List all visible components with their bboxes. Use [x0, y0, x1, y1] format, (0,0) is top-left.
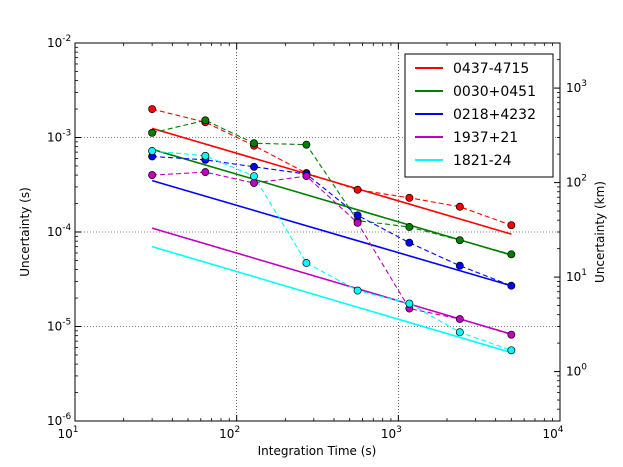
data-point-1937+21: [302, 172, 311, 181]
y-tick-label-exponent: -6: [62, 412, 71, 422]
data-point-1821-24: [148, 147, 157, 155]
measured-line-0218+4232: [152, 155, 512, 287]
data-point-1821-24: [353, 286, 362, 295]
x-tick-label: 101: [57, 425, 78, 441]
x-tick-label: 103: [381, 425, 402, 441]
data-point-0437-4715: [405, 193, 414, 202]
data-point-1937+21: [201, 168, 210, 177]
legend-label: 0218+4232: [453, 107, 536, 123]
legend-label: 0030+0451: [453, 84, 536, 100]
data-point-1821-24: [405, 299, 414, 308]
data-point-1821-24: [250, 172, 258, 181]
y-right-tick-label: 103: [566, 79, 587, 95]
measured-line-1937+21: [152, 171, 512, 336]
x-tick-label-exponent: 3: [396, 425, 402, 435]
fit-line-0218+4232: [151, 179, 512, 287]
y-right-tick-label-exponent: 3: [581, 79, 587, 89]
x-axis-label: Integration Time (s): [258, 444, 377, 458]
y-right-tick-label: 101: [566, 268, 587, 284]
data-point-0437-4715: [353, 185, 362, 194]
data-point-0218+4232: [507, 281, 516, 290]
x-tick-label-base: 10: [381, 427, 396, 441]
y-right-tick-label-base: 10: [566, 365, 581, 379]
y-right-tick-label: 102: [566, 174, 587, 190]
y-axis-label: Uncertainty (s): [18, 187, 32, 277]
data-point-0218+4232: [353, 211, 362, 220]
fit-line-1937+21: [151, 227, 512, 335]
data-point-1937+21: [250, 179, 258, 187]
x-tick-label-base: 10: [57, 427, 72, 441]
measured-line-0437-4715: [152, 108, 512, 226]
data-point-1821-24: [507, 346, 516, 355]
x-tick-label: 102: [219, 425, 240, 441]
y-right-tick-label-base: 10: [566, 270, 581, 284]
x-tick-label-exponent: 1: [73, 425, 79, 435]
data-point-1937+21: [353, 218, 362, 227]
measured-line-1821-24: [152, 150, 512, 351]
y-tick-label-base: 10: [47, 414, 62, 428]
data-point-0030+0451: [201, 116, 210, 125]
y-axis-right-label: Uncertainty (km): [593, 181, 607, 283]
y-right-tick-label: 100: [566, 363, 587, 379]
legend-label: 1821-24: [453, 153, 512, 169]
data-point-0218+4232: [250, 162, 258, 171]
y-tick-label-base: 10: [47, 320, 62, 334]
data-point-1821-24: [455, 328, 464, 337]
measured-series: [148, 105, 516, 355]
y-tick-label-exponent: -5: [62, 318, 71, 328]
measured-line-0030+0451: [152, 119, 512, 255]
y-tick-label-base: 10: [47, 36, 62, 50]
x-tick-label-base: 10: [542, 427, 557, 441]
data-point-0030+0451: [148, 128, 157, 137]
ticks: 101 102 103 10410-610-510-410-310-210010110…: [47, 34, 587, 441]
data-point-0437-4715: [455, 202, 464, 211]
y-tick-label: 10-6: [47, 412, 72, 428]
data-point-0030+0451: [250, 139, 258, 148]
y-tick-label-exponent: -2: [62, 34, 71, 44]
y-right-tick-label-base: 10: [566, 176, 581, 190]
x-tick-label-base: 10: [219, 427, 234, 441]
data-point-1937+21: [507, 330, 516, 339]
y-tick-label-base: 10: [47, 225, 62, 239]
data-point-0218+4232: [455, 261, 464, 270]
y-right-tick-label-base: 10: [566, 81, 581, 95]
y-tick-label: 10-2: [47, 34, 71, 50]
data-point-0030+0451: [455, 236, 464, 245]
y-tick-label-exponent: -3: [62, 129, 71, 139]
grid: [75, 43, 560, 421]
data-point-0030+0451: [507, 250, 516, 259]
y-tick-label-base: 10: [47, 131, 62, 145]
data-point-0030+0451: [302, 140, 311, 149]
x-tick-label: 104: [542, 425, 563, 441]
y-tick-label-exponent: -4: [62, 223, 71, 233]
y-right-tick-label-exponent: 2: [581, 174, 587, 184]
legend-label: 1937+21: [453, 130, 518, 146]
legend: 0437-4715 0030+0451 0218+4232 1937+21 1821-2…: [404, 53, 554, 178]
data-point-0437-4715: [148, 105, 157, 114]
data-point-1821-24: [201, 151, 210, 160]
data-point-0030+0451: [405, 223, 414, 231]
x-tick-label-exponent: 2: [234, 425, 240, 435]
data-point-0218+4232: [405, 238, 414, 247]
y-right-tick-label-exponent: 1: [581, 268, 587, 278]
data-point-1937+21: [455, 315, 464, 323]
fit-line-1821-24: [151, 245, 512, 354]
legend-box: [404, 53, 554, 178]
x-tick-label-exponent: 4: [558, 425, 564, 435]
y-tick-label: 10-5: [47, 318, 71, 334]
data-point-0437-4715: [507, 221, 516, 230]
y-right-tick-label-exponent: 0: [581, 363, 587, 373]
y-tick-label: 10-3: [47, 129, 71, 145]
data-point-1821-24: [302, 259, 311, 267]
y-tick-label: 10-4: [47, 223, 72, 239]
legend-label: 0437-4715: [453, 61, 529, 77]
data-point-1937+21: [148, 171, 157, 180]
